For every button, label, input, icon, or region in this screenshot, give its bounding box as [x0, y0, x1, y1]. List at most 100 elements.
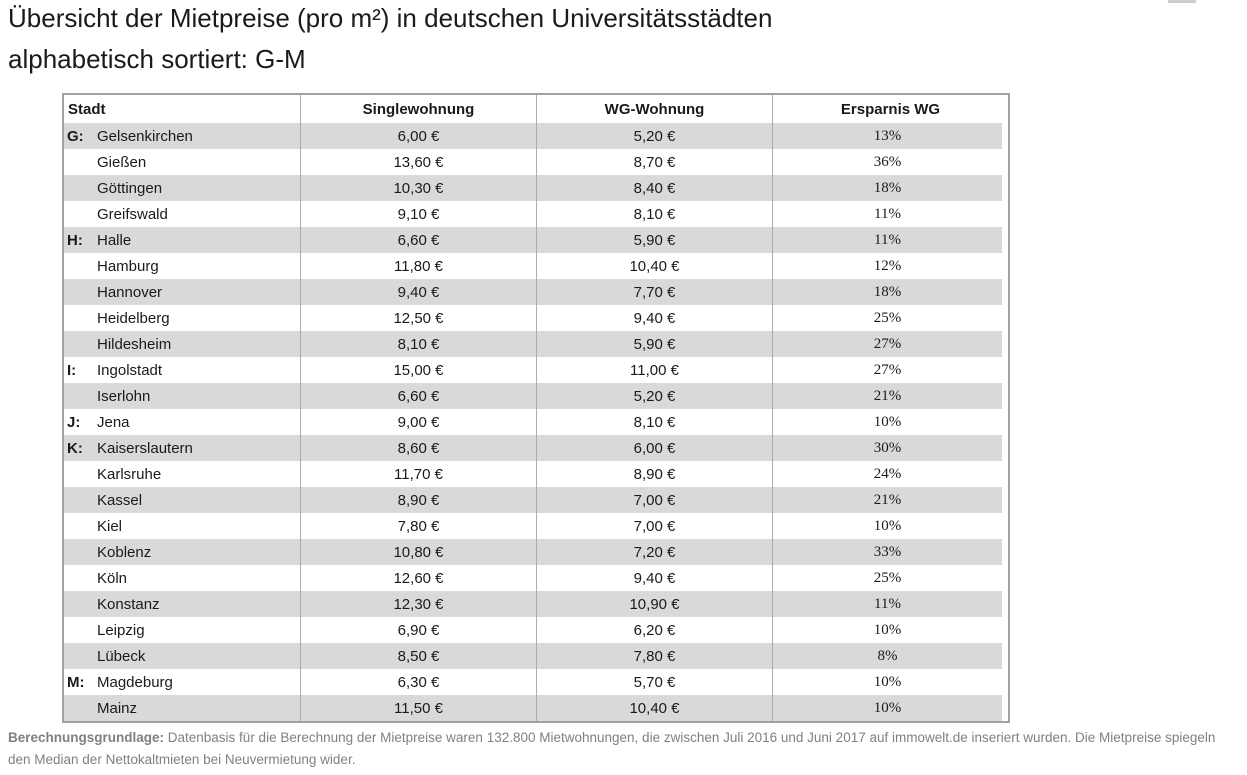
city-name: Köln	[97, 569, 128, 587]
city-name: Halle	[97, 231, 132, 249]
wg-price-cell: 6,20 €	[536, 617, 772, 643]
city-name: Jena	[97, 413, 130, 431]
single-price-cell: 9,40 €	[300, 279, 536, 305]
wg-price-cell: 5,90 €	[536, 331, 772, 357]
wg-price-cell: 7,70 €	[536, 279, 772, 305]
single-price-cell: 8,90 €	[300, 487, 536, 513]
single-price-cell: 6,30 €	[300, 669, 536, 695]
wg-price-cell: 8,90 €	[536, 461, 772, 487]
city-name: Leipzig	[97, 621, 145, 639]
city-cell: G: Gelsenkirchen	[64, 123, 300, 149]
wg-price-cell: 8,70 €	[536, 149, 772, 175]
savings-cell: 21%	[772, 487, 1008, 513]
single-price-cell: 9,00 €	[300, 409, 536, 435]
savings-cell: 10%	[772, 513, 1008, 539]
single-price-cell: 10,30 €	[300, 175, 536, 201]
savings-cell: 24%	[772, 461, 1008, 487]
single-price-cell: 15,00 €	[300, 357, 536, 383]
savings-cell: 8%	[772, 643, 1008, 669]
single-price-cell: 6,60 €	[300, 383, 536, 409]
single-price-cell: 6,60 €	[300, 227, 536, 253]
city-cell: Konstanz	[64, 591, 300, 617]
table-row: Köln 12,60 € 9,40 € 25%	[64, 565, 1008, 591]
savings-cell: 36%	[772, 149, 1008, 175]
table-row: Kassel 8,90 € 7,00 € 21%	[64, 487, 1008, 513]
table-row: Kiel 7,80 € 7,00 € 10%	[64, 513, 1008, 539]
page-title: Übersicht der Mietpreise (pro m²) in deu…	[8, 0, 772, 80]
single-price-cell: 8,60 €	[300, 435, 536, 461]
savings-cell: 18%	[772, 279, 1008, 305]
savings-cell: 25%	[772, 565, 1008, 591]
city-cell: Mainz	[64, 695, 300, 721]
city-cell: Köln	[64, 565, 300, 591]
city-cell: K: Kaiserslautern	[64, 435, 300, 461]
table-row: I: Ingolstadt 15,00 € 11,00 € 27%	[64, 357, 1008, 383]
single-price-cell: 6,00 €	[300, 123, 536, 149]
table-row: H: Halle 6,60 € 5,90 € 11%	[64, 227, 1008, 253]
rent-price-table: Stadt Singlewohnung WG-Wohnung Ersparnis…	[62, 93, 1010, 723]
savings-cell: 10%	[772, 695, 1008, 721]
table-row: M: Magdeburg 6,30 € 5,70 € 10%	[64, 669, 1008, 695]
screen-edge-artifact	[1168, 0, 1196, 3]
city-name: Karlsruhe	[97, 465, 162, 483]
single-price-cell: 13,60 €	[300, 149, 536, 175]
city-cell: Lübeck	[64, 643, 300, 669]
wg-price-cell: 7,20 €	[536, 539, 772, 565]
wg-price-cell: 10,40 €	[536, 695, 772, 721]
header-singlewohnung: Singlewohnung	[300, 95, 536, 123]
city-cell: Hamburg	[64, 253, 300, 279]
savings-cell: 11%	[772, 591, 1008, 617]
header-row: Stadt Singlewohnung WG-Wohnung Ersparnis…	[64, 95, 1008, 123]
letter-prefix: K:	[67, 439, 83, 457]
wg-price-cell: 7,00 €	[536, 513, 772, 539]
wg-price-cell: 9,40 €	[536, 565, 772, 591]
wg-price-cell: 11,00 €	[536, 357, 772, 383]
city-cell: Hannover	[64, 279, 300, 305]
savings-cell: 13%	[772, 123, 1008, 149]
table-row: Göttingen 10,30 € 8,40 € 18%	[64, 175, 1008, 201]
letter-prefix: G:	[67, 127, 84, 145]
single-price-cell: 11,80 €	[300, 253, 536, 279]
savings-cell: 27%	[772, 331, 1008, 357]
savings-cell: 10%	[772, 617, 1008, 643]
city-name: Hildesheim	[97, 335, 172, 353]
letter-prefix: H:	[67, 231, 83, 249]
wg-price-cell: 8,40 €	[536, 175, 772, 201]
city-cell: Karlsruhe	[64, 461, 300, 487]
letter-prefix: J:	[67, 413, 81, 431]
city-name: Gießen	[97, 153, 147, 171]
city-name: Mainz	[97, 699, 138, 717]
city-cell: Koblenz	[64, 539, 300, 565]
table-row: K: Kaiserslautern 8,60 € 6,00 € 30%	[64, 435, 1008, 461]
city-name: Kiel	[97, 517, 123, 535]
city-name: Konstanz	[97, 595, 160, 613]
savings-cell: 21%	[772, 383, 1008, 409]
table-row: Mainz 11,50 € 10,40 € 10%	[64, 695, 1008, 721]
table-row: Hamburg 11,80 € 10,40 € 12%	[64, 253, 1008, 279]
city-name: Ingolstadt	[97, 361, 163, 379]
table-row: Greifswald 9,10 € 8,10 € 11%	[64, 201, 1008, 227]
savings-cell: 30%	[772, 435, 1008, 461]
wg-price-cell: 10,40 €	[536, 253, 772, 279]
wg-price-cell: 7,00 €	[536, 487, 772, 513]
letter-prefix: M:	[67, 673, 85, 691]
calculation-basis-note: Berechnungsgrundlage: Datenbasis für die…	[8, 727, 1241, 771]
city-name: Kaiserslautern	[97, 439, 193, 457]
savings-cell: 11%	[772, 227, 1008, 253]
city-name: Göttingen	[97, 179, 163, 197]
savings-cell: 12%	[772, 253, 1008, 279]
city-cell: M: Magdeburg	[64, 669, 300, 695]
table-row: Leipzig 6,90 € 6,20 € 10%	[64, 617, 1008, 643]
page-title-line1: Übersicht der Mietpreise (pro m²) in deu…	[8, 3, 773, 33]
single-price-cell: 8,50 €	[300, 643, 536, 669]
single-price-cell: 7,80 €	[300, 513, 536, 539]
wg-price-cell: 9,40 €	[536, 305, 772, 331]
city-cell: Kiel	[64, 513, 300, 539]
city-name: Hamburg	[97, 257, 159, 275]
city-cell: J: Jena	[64, 409, 300, 435]
table-row: Karlsruhe 11,70 € 8,90 € 24%	[64, 461, 1008, 487]
single-price-cell: 11,70 €	[300, 461, 536, 487]
savings-cell: 18%	[772, 175, 1008, 201]
wg-price-cell: 7,80 €	[536, 643, 772, 669]
savings-cell: 25%	[772, 305, 1008, 331]
